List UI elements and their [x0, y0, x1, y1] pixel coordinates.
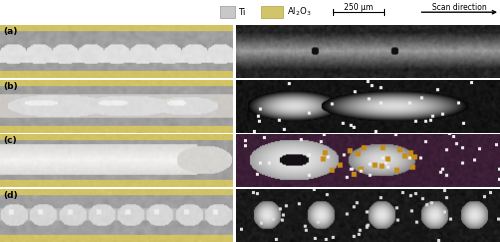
- Text: (c): (c): [3, 136, 16, 145]
- Bar: [220, 6, 236, 18]
- Text: (a): (a): [3, 27, 17, 36]
- Text: Al$_2$O$_3$: Al$_2$O$_3$: [286, 6, 312, 18]
- Text: Scan direction: Scan direction: [432, 3, 487, 12]
- Text: (b): (b): [3, 82, 18, 91]
- Text: Ti: Ti: [239, 8, 246, 17]
- Text: (d): (d): [3, 190, 18, 200]
- Bar: [260, 6, 283, 18]
- Text: 250 μm: 250 μm: [344, 3, 373, 12]
